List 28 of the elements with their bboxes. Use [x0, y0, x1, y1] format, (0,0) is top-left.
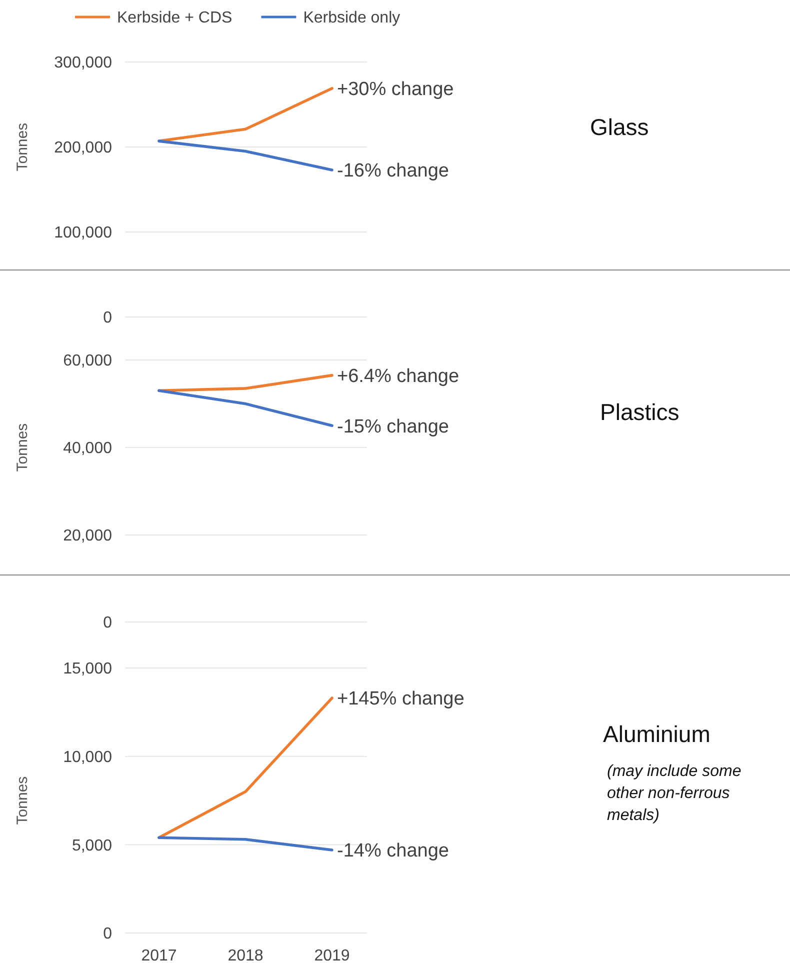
- y-axis-title: Tonnes: [14, 776, 31, 825]
- y-axis-title: Tonnes: [14, 423, 31, 472]
- y-tick-label: 60,000: [63, 352, 112, 370]
- annotation: +30% change: [337, 79, 454, 100]
- text: (may include some other non-ferrous metals): [607, 763, 742, 824]
- x-tick-label: 2017: [141, 948, 177, 963]
- y-tick-label: 20,000: [63, 528, 112, 545]
- y-tick-label: 0: [103, 926, 112, 943]
- annotation: -15% change: [337, 416, 449, 438]
- y-tick-label: 300,000: [54, 54, 112, 72]
- y-tick-label: 100,000: [54, 224, 112, 242]
- text: Glass: [590, 114, 649, 140]
- x-tick-label: 2018: [228, 948, 264, 963]
- y-tick-label: 10,000: [63, 748, 112, 766]
- y-tick-label: 40,000: [63, 440, 112, 458]
- annotation: +145% change: [337, 688, 464, 710]
- y-axis-title: Tonnes: [14, 122, 31, 172]
- y-tick-label: 200,000: [54, 140, 112, 157]
- text: Plastics: [600, 399, 680, 425]
- annotation: -16% change: [337, 160, 449, 182]
- legend-label: Kerbside only: [303, 10, 400, 27]
- y-tick-label: 15,000: [63, 660, 112, 678]
- text: Aluminium: [603, 721, 710, 747]
- annotation: +6.4% change: [337, 366, 460, 387]
- y-tick-label: 5,000: [72, 837, 112, 854]
- annotation: -14% change: [337, 840, 449, 862]
- x-tick-label: 2019: [314, 948, 350, 963]
- legend-label: Kerbside + CDS: [117, 10, 232, 27]
